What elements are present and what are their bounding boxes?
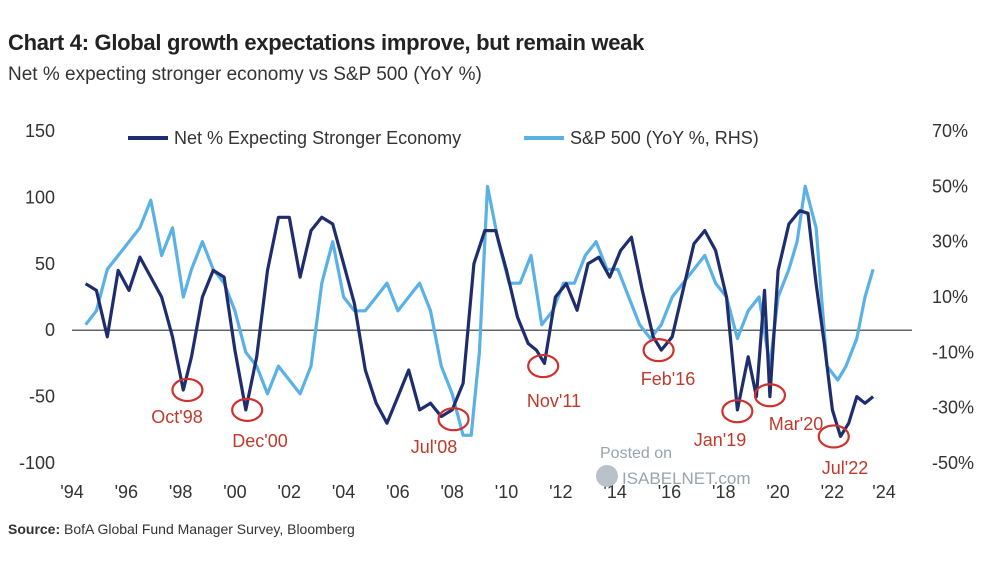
series-line-net — [84, 209, 875, 438]
x-tick-label: '12 — [549, 482, 572, 502]
series-line-spx — [84, 184, 875, 437]
y-left-tick-label: -50 — [29, 387, 55, 407]
annotation-label: Nov'11 — [527, 391, 581, 411]
annotation-circle — [817, 424, 850, 449]
x-tick-label: '96 — [115, 482, 138, 502]
watermark-line2: ISABELNET.com — [622, 469, 751, 488]
y-left-tick-label: 150 — [25, 121, 55, 141]
y-left-tick-label: 100 — [25, 187, 55, 207]
y-right-tick-label: 10% — [932, 287, 968, 307]
annotation-label: Dec'00 — [232, 431, 287, 451]
annotation-circle — [642, 338, 675, 363]
source-note: Source: BofA Global Fund Manager Survey,… — [8, 521, 355, 537]
x-tick-label: '04 — [332, 482, 355, 502]
annotation-circle — [527, 353, 560, 379]
watermark-line1: Posted on — [600, 445, 672, 462]
y-right-tick-label: -50% — [932, 453, 974, 473]
x-tick-label: '06 — [386, 482, 409, 502]
source-label: Source: — [8, 521, 61, 537]
source-text: BofA Global Fund Manager Survey, Bloombe… — [64, 521, 355, 537]
y-left-tick-label: -100 — [19, 453, 55, 473]
annotation-label: Jan'19 — [694, 430, 746, 450]
y-right-tick-label: -30% — [932, 398, 974, 418]
x-tick-label: '16 — [658, 482, 681, 502]
y-left-tick-label: 0 — [45, 320, 55, 340]
x-tick-label: '14 — [603, 482, 626, 502]
annotation-circle — [171, 377, 204, 403]
y-right-tick-label: 50% — [932, 176, 968, 196]
x-tick-label: '02 — [278, 482, 301, 502]
y-right-tick-label: 70% — [932, 121, 968, 141]
x-tick-label: '00 — [223, 482, 246, 502]
x-tick-label: '94 — [60, 482, 83, 502]
annotation-label: Oct'98 — [151, 407, 202, 427]
legend-label-spx: S&P 500 (YoY %, RHS) — [570, 128, 759, 148]
x-tick-label: '18 — [712, 482, 735, 502]
annotation-label: Mar'20 — [769, 414, 823, 434]
annotation-circle — [231, 397, 264, 422]
x-tick-label: '22 — [821, 482, 844, 502]
annotation-circle — [437, 407, 470, 432]
x-tick-label: '20 — [766, 482, 789, 502]
x-tick-label: '08 — [440, 482, 463, 502]
x-tick-label: '98 — [169, 482, 192, 502]
y-right-tick-label: -10% — [932, 342, 974, 362]
x-tick-label: '10 — [495, 482, 518, 502]
annotation-label: Jul'22 — [822, 458, 868, 478]
chart-subtitle: Net % expecting stronger economy vs S&P … — [8, 64, 482, 85]
x-tick-label: '24 — [872, 482, 895, 502]
y-left-tick-label: 50 — [35, 254, 55, 274]
annotation-circle — [721, 399, 754, 424]
annotation-label: Feb'16 — [641, 369, 695, 389]
legend-label-net: Net % Expecting Stronger Economy — [174, 128, 461, 148]
annotation-circle — [753, 383, 787, 408]
y-right-tick-label: 30% — [932, 232, 968, 252]
watermark-globe-icon — [596, 465, 618, 487]
annotation-label: Jul'08 — [411, 437, 457, 457]
chart-title: Chart 4: Global growth expectations impr… — [8, 30, 645, 55]
